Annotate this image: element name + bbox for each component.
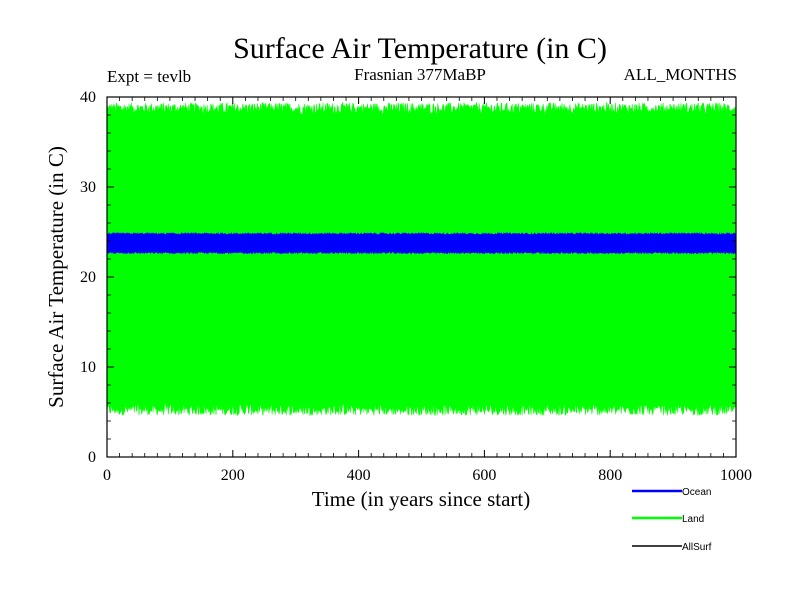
series-ocean-band bbox=[107, 231, 736, 255]
x-tick-label: 0 bbox=[103, 467, 111, 484]
legend-label-land: Land bbox=[682, 514, 704, 525]
experiment-label: Expt = tevlb bbox=[107, 67, 191, 86]
plot-series-area bbox=[107, 101, 736, 417]
x-tick-label: 800 bbox=[598, 467, 622, 484]
legend: Ocean Land AllSurf bbox=[632, 487, 712, 553]
legend-label-ocean: Ocean bbox=[682, 487, 711, 498]
y-axis-label: Surface Air Temperature (in C) bbox=[44, 146, 68, 408]
y-tick-label: 10 bbox=[80, 359, 96, 376]
x-tick-label: 200 bbox=[221, 467, 245, 484]
legend-label-allsurf: AllSurf bbox=[682, 542, 712, 553]
y-tick-label: 40 bbox=[80, 89, 96, 106]
chart-title: Surface Air Temperature (in C) bbox=[233, 32, 607, 65]
series-land-band bbox=[107, 101, 736, 417]
months-label: ALL_MONTHS bbox=[624, 65, 737, 84]
axis-ticks: 0 200 400 600 800 1000 0 10 20 30 40 bbox=[80, 89, 752, 484]
x-tick-label: 400 bbox=[347, 467, 371, 484]
x-tick-label: 1000 bbox=[720, 467, 752, 484]
period-label: Frasnian 377MaBP bbox=[354, 65, 486, 84]
x-tick-label: 600 bbox=[472, 467, 496, 484]
y-tick-label: 30 bbox=[80, 179, 96, 196]
y-tick-label: 20 bbox=[80, 269, 96, 286]
x-axis-label: Time (in years since start) bbox=[312, 487, 531, 511]
y-tick-label: 0 bbox=[88, 449, 96, 466]
